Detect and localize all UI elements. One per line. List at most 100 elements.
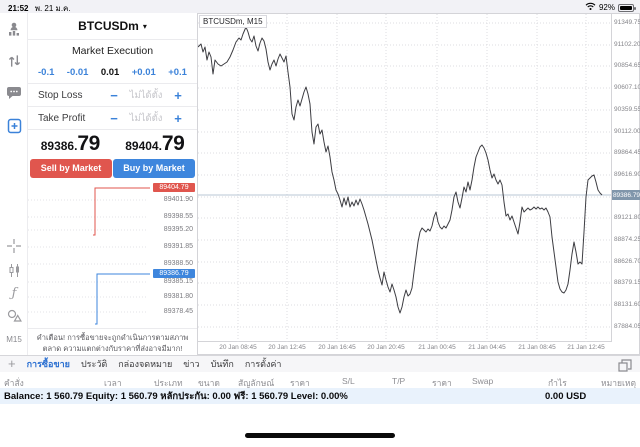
chart-windows-icon[interactable] bbox=[618, 359, 632, 377]
trade-panel: BTCUSDm ▾ Market Execution -0.1 -0.01 0.… bbox=[28, 13, 197, 355]
battery-icon bbox=[618, 3, 636, 12]
current-price-badge: 89386.79 bbox=[612, 190, 640, 200]
balance-summary: Balance: 1 560.79 Equity: 1 560.79 หลักป… bbox=[4, 390, 348, 402]
indicators-icon[interactable]: ƒ bbox=[11, 286, 17, 301]
stop-loss-minus-button[interactable]: − bbox=[110, 87, 118, 103]
status-time-date: 21:52 พ. 21 ม.ค. bbox=[8, 2, 71, 15]
chart-symbol-timeframe-label: BTCUSDm, M15 bbox=[199, 15, 267, 28]
price-axis-label: 91349.75 bbox=[614, 19, 640, 26]
tick-scale-label: 89381.80 bbox=[163, 293, 193, 300]
take-profit-value[interactable]: ไม่ได้ตั้ง bbox=[129, 112, 163, 124]
chevron-down-icon: ▾ bbox=[142, 21, 147, 31]
tick-scale-label: 89398.55 bbox=[163, 213, 193, 220]
execution-warning-text: คำเตือน! การซื้อขายจะถูกดำเนินการตามสภาพ… bbox=[36, 333, 189, 353]
ask-price-badge: 89404.79 bbox=[153, 183, 195, 192]
price-axis-label: 88874.25 bbox=[614, 236, 640, 243]
bottom-tab-5[interactable]: การตั้งค่า bbox=[244, 359, 282, 369]
tick-scale-label: 89388.50 bbox=[163, 260, 193, 267]
volume-value[interactable]: 0.01 bbox=[100, 67, 120, 78]
tick-chart[interactable]: 89401.90 89398.55 89395.20 89391.85 89388.50… bbox=[28, 179, 197, 329]
tick-scale-label: 89401.90 bbox=[163, 196, 193, 203]
chart-panel: BTCUSDm, M15 89386.79 91349.75 91102.20 90… bbox=[197, 13, 640, 355]
table-header-cell: Swap bbox=[472, 376, 494, 386]
wifi-icon bbox=[585, 2, 596, 13]
left-toolbar: ƒ M15 + bbox=[0, 13, 28, 369]
volume-dec-big-button[interactable]: -0.1 bbox=[38, 67, 55, 78]
table-header-cell: หมายเหตุ bbox=[601, 378, 636, 388]
volume-inc-big-button[interactable]: +0.1 bbox=[168, 67, 187, 78]
volume-inc-small-button[interactable]: +0.01 bbox=[131, 67, 156, 78]
table-header-cell: ราคา bbox=[290, 378, 310, 388]
table-header-cell: ราคา bbox=[432, 378, 452, 388]
tick-scale-label: 89378.45 bbox=[163, 308, 193, 315]
time-axis-label: 20 Jan 16:45 bbox=[318, 344, 356, 351]
price-axis-label: 90854.65 bbox=[614, 62, 640, 69]
account-summary-row[interactable]: Balance: 1 560.79 Equity: 1 560.79 หลักป… bbox=[0, 388, 640, 404]
chart-type-icon[interactable] bbox=[0, 263, 28, 283]
tab-add-icon[interactable]: + bbox=[8, 356, 16, 371]
bottom-tab-0[interactable]: การซื้อขาย bbox=[26, 359, 70, 369]
sell-price: 89386.79 bbox=[40, 131, 101, 155]
bottom-spacer bbox=[0, 404, 640, 447]
price-axis-label: 88379.15 bbox=[614, 279, 640, 286]
bottom-tab-bar: + การซื้อขาย ประวัติ กล่องจดหมาย ข่าว บันทึก… bbox=[0, 355, 640, 372]
price-axis-label: 88131.60 bbox=[614, 301, 640, 308]
symbol-name: BTCUSDm bbox=[78, 19, 139, 33]
take-profit-minus-button[interactable]: − bbox=[110, 110, 118, 126]
order-buttons: Sell by Market Buy by Market bbox=[28, 157, 197, 179]
table-header-cell: เวลา bbox=[104, 378, 122, 388]
take-profit-row: Take Profit − ไม่ได้ตั้ง + bbox=[28, 107, 197, 130]
bottom-tab-3[interactable]: ข่าว bbox=[183, 359, 200, 369]
price-line-series bbox=[197, 26, 603, 314]
chart-plot-area[interactable] bbox=[197, 14, 611, 342]
time-axis-label: 20 Jan 12:45 bbox=[268, 344, 306, 351]
time-axis-label: 20 Jan 20:45 bbox=[367, 344, 405, 351]
time-axis[interactable]: 20 Jan 08:45 20 Jan 12:45 20 Jan 16:45 20 J… bbox=[198, 343, 611, 355]
new-order-icon[interactable] bbox=[0, 118, 28, 139]
price-axis-label: 91102.20 bbox=[614, 41, 640, 48]
home-indicator[interactable] bbox=[245, 433, 395, 438]
table-header-cell: T/P bbox=[392, 376, 406, 386]
trade-arrows-icon[interactable] bbox=[0, 53, 28, 74]
take-profit-plus-button[interactable]: + bbox=[174, 110, 182, 126]
sell-button[interactable]: Sell by Market bbox=[30, 158, 112, 178]
tick-scale-label: 89385.15 bbox=[163, 278, 193, 285]
bottom-tab-1[interactable]: ประวัติ bbox=[80, 359, 108, 369]
objects-icon[interactable] bbox=[0, 308, 28, 327]
buy-button[interactable]: Buy by Market bbox=[113, 158, 195, 178]
table-header-cell: S/L bbox=[342, 376, 355, 386]
tick-scale-label: 89395.20 bbox=[163, 226, 193, 233]
price-axis-label: 90359.55 bbox=[614, 106, 640, 113]
bottom-tab-4[interactable]: บันทึก bbox=[210, 359, 234, 369]
price-axis[interactable]: 89386.79 91349.75 91102.20 90854.65 90607.1… bbox=[611, 14, 640, 342]
clock: 21:52 bbox=[8, 4, 29, 13]
time-axis-label: 21 Jan 08:45 bbox=[518, 344, 556, 351]
timeframe-button[interactable]: M15 bbox=[6, 335, 22, 344]
symbol-selector[interactable]: BTCUSDm ▾ bbox=[28, 13, 197, 40]
execution-mode-label: Market Execution bbox=[71, 45, 154, 57]
chat-icon[interactable] bbox=[0, 85, 28, 105]
price-axis-label: 87884.05 bbox=[614, 323, 640, 330]
floating-profit: 0.00 USD bbox=[545, 390, 587, 402]
table-header-cell: กำไร bbox=[548, 378, 567, 388]
bid-ask-prices: 89386.79 89404.79 bbox=[28, 130, 197, 157]
price-axis-label: 90607.10 bbox=[614, 84, 640, 91]
bid-price-badge: 89386.79 bbox=[153, 269, 195, 278]
date: พ. 21 ม.ค. bbox=[34, 4, 71, 13]
volume-dec-small-button[interactable]: -0.01 bbox=[66, 67, 89, 78]
take-profit-label: Take Profit bbox=[38, 112, 86, 124]
table-header-cell: สัญลักษณ์ bbox=[238, 378, 275, 388]
positions-table-header: คำสั่ง เวลา ประเภท ขนาด สัญลักษณ์ ราคา S/L T/P ร… bbox=[0, 372, 640, 388]
buy-price: 89404.79 bbox=[125, 131, 185, 155]
status-bar: 21:52 พ. 21 ม.ค. 92% bbox=[0, 0, 640, 13]
table-header-cell: ขนาด bbox=[198, 378, 220, 388]
bottom-tab-2[interactable]: กล่องจดหมาย bbox=[118, 359, 173, 369]
stop-loss-row: Stop Loss − ไม่ได้ตั้ง + bbox=[28, 84, 197, 107]
price-axis-label: 89864.45 bbox=[614, 149, 640, 156]
stop-loss-value[interactable]: ไม่ได้ตั้ง bbox=[129, 89, 163, 101]
stop-loss-plus-button[interactable]: + bbox=[174, 87, 182, 103]
battery-percent: 92% bbox=[598, 3, 615, 12]
crosshair-icon[interactable] bbox=[0, 239, 28, 258]
quotes-icon[interactable] bbox=[0, 21, 28, 42]
